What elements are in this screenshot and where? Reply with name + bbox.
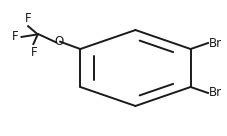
Text: Br: Br	[209, 86, 222, 99]
Text: F: F	[25, 12, 31, 25]
Text: Br: Br	[209, 37, 222, 50]
Text: F: F	[12, 30, 19, 43]
Text: F: F	[31, 46, 38, 59]
Text: O: O	[54, 35, 64, 48]
